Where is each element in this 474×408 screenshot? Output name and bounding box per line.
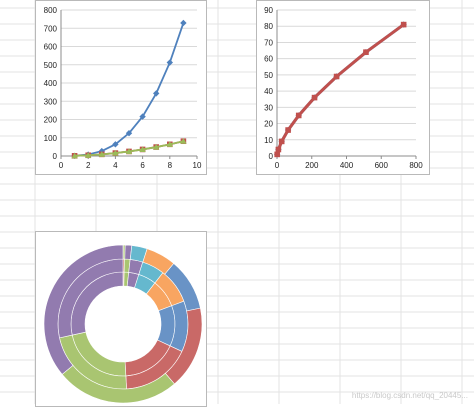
series-line <box>277 25 403 155</box>
y-tick-label: 80 <box>264 22 273 31</box>
x-tick-label: 6 <box>140 161 145 170</box>
line-chart-svg: 0 100 200 300 400 500 600 700 800 0 2 4 6 8 10 <box>36 1 208 176</box>
data-point <box>274 152 280 158</box>
y-tick-label: 20 <box>264 120 273 129</box>
y-tick-label: 100 <box>44 134 58 143</box>
y-tick-label: 60 <box>264 55 273 64</box>
chart-doughnut[interactable] <box>35 231 207 407</box>
data-point <box>296 113 302 119</box>
data-point <box>276 147 282 153</box>
y-tick-label: 700 <box>44 24 58 33</box>
data-point <box>363 49 369 55</box>
y-tick-label: 10 <box>264 136 273 145</box>
data-point <box>334 74 340 80</box>
series-3 <box>71 138 186 158</box>
chart-scatter[interactable]: 0 10 20 30 40 50 60 70 80 90 0 200 400 600 800 <box>256 0 430 175</box>
doughnut-chart-svg <box>36 232 208 408</box>
y-tick-label: 200 <box>44 116 58 125</box>
data-point <box>279 139 285 145</box>
x-tick-label: 0 <box>59 161 64 170</box>
watermark-text: https://blog.csdn.net/qq_20445... <box>352 391 468 400</box>
y-tick-label: 50 <box>264 71 273 80</box>
data-point <box>180 20 186 26</box>
y-tick-label: 30 <box>264 103 273 112</box>
doughnut-ring-1 <box>71 272 175 376</box>
y-tick-label: 500 <box>44 61 58 70</box>
series-line <box>277 25 403 155</box>
x-tick-label: 600 <box>375 161 389 170</box>
y-tick-label: 400 <box>44 79 58 88</box>
y-tick-label: 300 <box>44 97 58 106</box>
x-tick-label: 8 <box>168 161 173 170</box>
chart-line-cubic[interactable]: 0 100 200 300 400 500 600 700 800 0 2 4 6 8 10 <box>35 0 207 175</box>
scatter-chart-svg: 0 10 20 30 40 50 60 70 80 90 0 200 400 600 800 <box>257 1 431 176</box>
x-tick-label: 200 <box>305 161 319 170</box>
y-tick-label: 0 <box>269 152 274 161</box>
x-tick-label: 4 <box>113 161 118 170</box>
x-tick-label: 2 <box>86 161 91 170</box>
y-tick-label: 0 <box>53 152 58 161</box>
y-tick-label: 70 <box>264 38 273 47</box>
x-tick-label: 800 <box>409 161 423 170</box>
y-tick-label: 800 <box>44 6 58 15</box>
x-tick-label: 10 <box>193 161 202 170</box>
y-tick-label: 90 <box>264 6 273 15</box>
data-point <box>285 127 291 133</box>
series-1 <box>274 21 407 157</box>
x-tick-label: 0 <box>275 161 280 170</box>
y-tick-label: 40 <box>264 87 273 96</box>
data-point <box>401 22 407 28</box>
x-tick-label: 400 <box>340 161 354 170</box>
data-point <box>312 95 318 101</box>
y-tick-label: 600 <box>44 43 58 52</box>
